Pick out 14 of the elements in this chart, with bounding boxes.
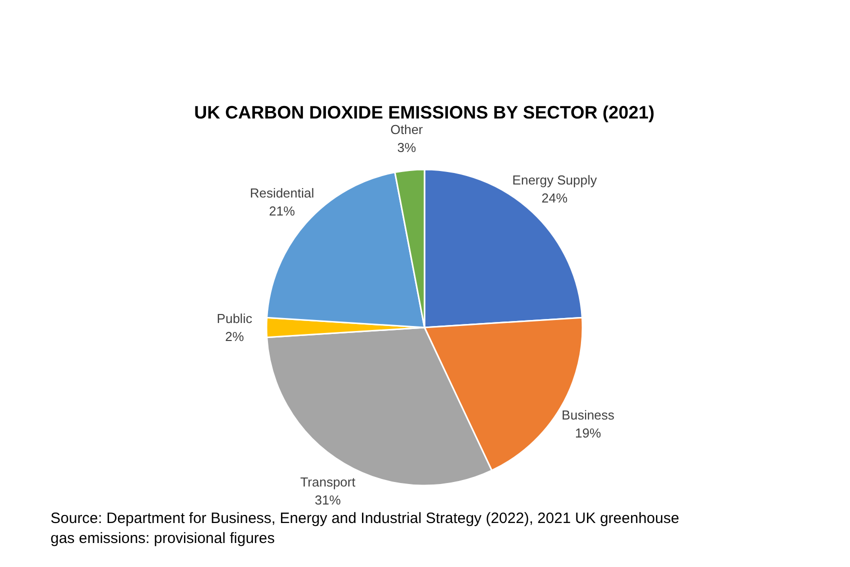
slice-label: Other [390, 122, 424, 137]
data-label: 31% [314, 492, 342, 508]
slice-label: Public [216, 311, 253, 326]
slice-label: Residential [250, 185, 314, 200]
data-label: 21% [268, 203, 296, 218]
slice-label: Energy Supply [512, 172, 598, 188]
slice-label: Transport [300, 474, 356, 490]
data-label: 19% [575, 426, 602, 441]
data-label: 3% [397, 140, 416, 155]
slice-label: Business [562, 408, 615, 423]
data-label: 24% [542, 190, 568, 206]
data-label: 2% [225, 329, 244, 344]
source-note: Source: Department for Business, Energy and Industrial Strategy (2022), 2021 UK greenhouse gas emissions: provisional figures [50, 510, 680, 548]
chart-title: UK CARBON DIOXIDE EMISSIONS BY SECTOR (2021) [194, 102, 655, 122]
